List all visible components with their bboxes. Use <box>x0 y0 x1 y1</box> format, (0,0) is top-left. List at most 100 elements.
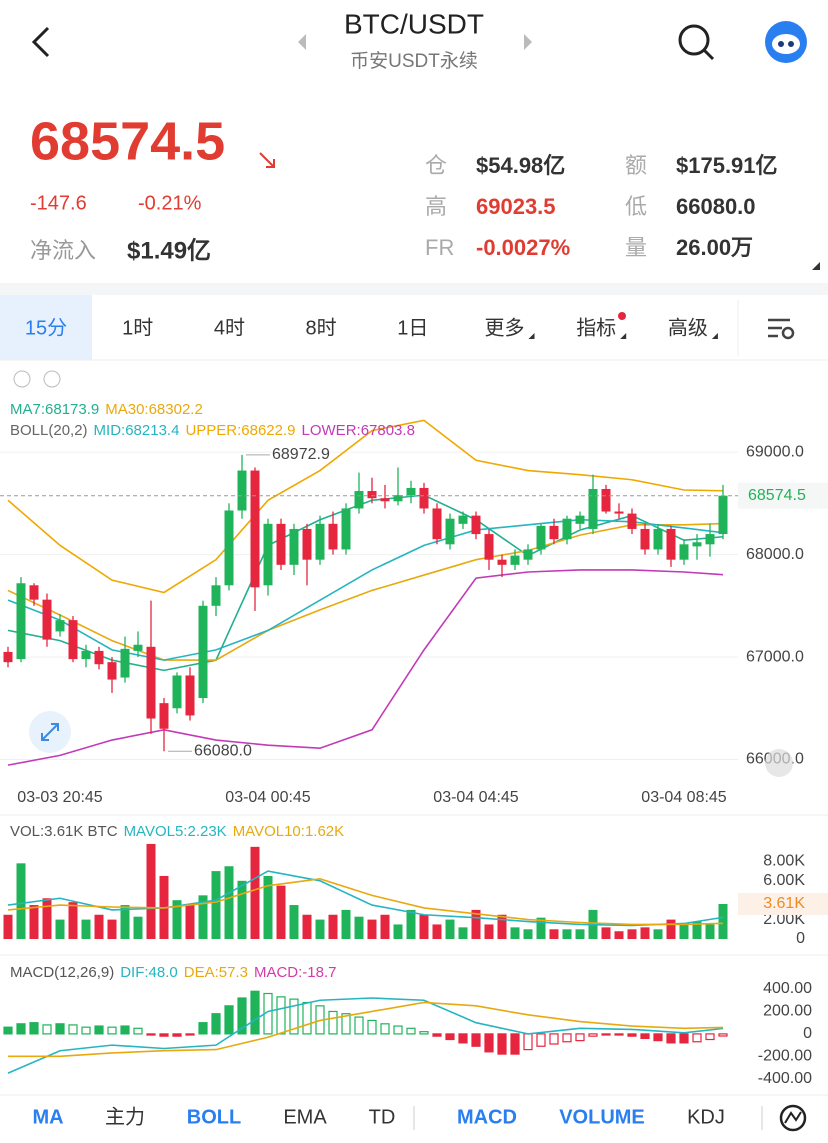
volume-bar <box>523 929 533 939</box>
macd-bar <box>614 1033 624 1036</box>
y-tick-label: 69000.0 <box>746 443 804 460</box>
candle-body <box>523 549 533 560</box>
volume-bar <box>445 919 455 939</box>
candle-body <box>315 523 325 560</box>
volume-bar <box>614 931 624 939</box>
legend-entry: MID:68213.4 <box>94 422 180 439</box>
candle-body <box>705 534 715 545</box>
legend-entry: MA7:68173.9 <box>10 401 99 418</box>
scroll-button[interactable] <box>765 749 793 777</box>
indicator-label: BOLL(20,2) <box>10 422 88 439</box>
icon-line <box>784 1111 802 1124</box>
candle-body <box>601 488 611 512</box>
macd-bar <box>484 1033 494 1053</box>
stat-value: $54.98亿 <box>476 153 565 178</box>
volume-bar <box>133 916 143 939</box>
macd-bar <box>445 1033 455 1041</box>
macd-bar <box>120 1025 130 1035</box>
y-tick-label: 6.00K <box>763 872 805 889</box>
macd-bar <box>601 1033 611 1036</box>
title: BTC/USDT <box>344 8 484 39</box>
macd-bar <box>510 1033 520 1055</box>
volume-bar <box>406 909 416 939</box>
timeframe-tab[interactable]: 1时 <box>122 316 153 339</box>
candle-body <box>627 513 637 529</box>
indicator-tab[interactable]: 主力 <box>105 1105 145 1128</box>
avatar[interactable] <box>765 21 807 63</box>
volume-bar <box>627 929 637 939</box>
indicator-tab[interactable]: TD <box>369 1106 396 1128</box>
dropdown-mark <box>711 333 718 339</box>
next-arrow[interactable] <box>524 34 532 50</box>
macd-bar <box>536 1033 546 1047</box>
candle-body <box>380 498 390 502</box>
last-price: 68574.5 <box>30 111 225 171</box>
timeframe-tab[interactable]: 1日 <box>397 317 428 339</box>
candle-body <box>432 508 442 540</box>
volume-bar <box>367 919 377 939</box>
macd-bar <box>224 1005 234 1035</box>
indicator-tab[interactable]: MACD <box>457 1106 517 1128</box>
collapse-icon[interactable] <box>13 370 31 388</box>
candle-body <box>172 675 182 709</box>
timeframe-tab[interactable]: 更多 <box>485 316 525 339</box>
macd-bar <box>146 1033 156 1036</box>
dropdown-mark <box>620 333 627 339</box>
y-tick-label: 0 <box>803 1025 812 1042</box>
indicator-tab[interactable]: BOLL <box>187 1106 241 1128</box>
macd-bar <box>406 1027 416 1035</box>
volume-bar <box>497 914 507 939</box>
macd-bar <box>640 1033 650 1039</box>
y-tick-label: -400.00 <box>758 1070 812 1087</box>
indicator-tab[interactable]: KDJ <box>687 1106 725 1128</box>
volume-bar <box>107 919 117 939</box>
timeframe-tab[interactable]: 高级 <box>668 316 708 339</box>
volume-bar <box>250 846 260 939</box>
indicator-tab[interactable]: VOLUME <box>559 1106 645 1128</box>
stat-value: 26.00万 <box>676 235 753 260</box>
indicator-line <box>7 569 724 766</box>
candle-body <box>16 583 26 660</box>
x-tick-label: 03-04 00:45 <box>225 789 311 806</box>
volume-bar <box>354 916 364 939</box>
y-tick-label: 200.00 <box>763 1003 812 1020</box>
expand-corner[interactable] <box>812 262 820 270</box>
candle-body <box>510 555 520 565</box>
candle-body <box>679 544 689 560</box>
timeframe-tab[interactable]: 8时 <box>306 316 337 339</box>
indicator-tab[interactable]: MA <box>32 1106 63 1128</box>
candle-body <box>406 487 416 496</box>
timeframe-tab[interactable]: 15分 <box>25 316 67 339</box>
candle-body <box>81 650 91 660</box>
volume-bar <box>458 927 468 939</box>
back-button[interactable] <box>31 26 50 58</box>
macd-title: MACD(12,26,9) <box>10 964 114 981</box>
gear-icon[interactable] <box>43 370 61 388</box>
legend-entry: MACD:-18.7 <box>254 964 337 981</box>
stat-label: 低 <box>625 194 647 219</box>
macd-bar <box>653 1033 663 1042</box>
chart-icon[interactable] <box>779 1104 807 1132</box>
volume-bar <box>224 866 234 939</box>
search-icon[interactable] <box>678 24 715 61</box>
current-volume-box <box>738 892 828 915</box>
volume-bar <box>94 914 104 939</box>
macd-bar <box>458 1033 468 1044</box>
legend-entry: MAVOL10:1.62K <box>233 823 344 840</box>
settings-icon[interactable] <box>768 318 795 340</box>
y-tick-label: 67000.0 <box>746 648 804 665</box>
prev-arrow[interactable] <box>298 34 306 50</box>
timeframe-tab[interactable]: 4时 <box>214 316 245 339</box>
candle-body <box>3 651 13 663</box>
macd-bar <box>29 1022 39 1035</box>
volume-bar <box>120 905 130 939</box>
candle-body <box>289 528 299 565</box>
volume-bar <box>666 919 676 939</box>
timeframe-tab[interactable]: 指标 <box>576 316 616 339</box>
volume-bar <box>705 924 715 939</box>
macd-bar <box>549 1033 559 1045</box>
indicator-tab[interactable]: EMA <box>283 1106 327 1128</box>
net-inflow-label: 净流入 <box>30 238 96 263</box>
macd-bar <box>68 1024 78 1035</box>
